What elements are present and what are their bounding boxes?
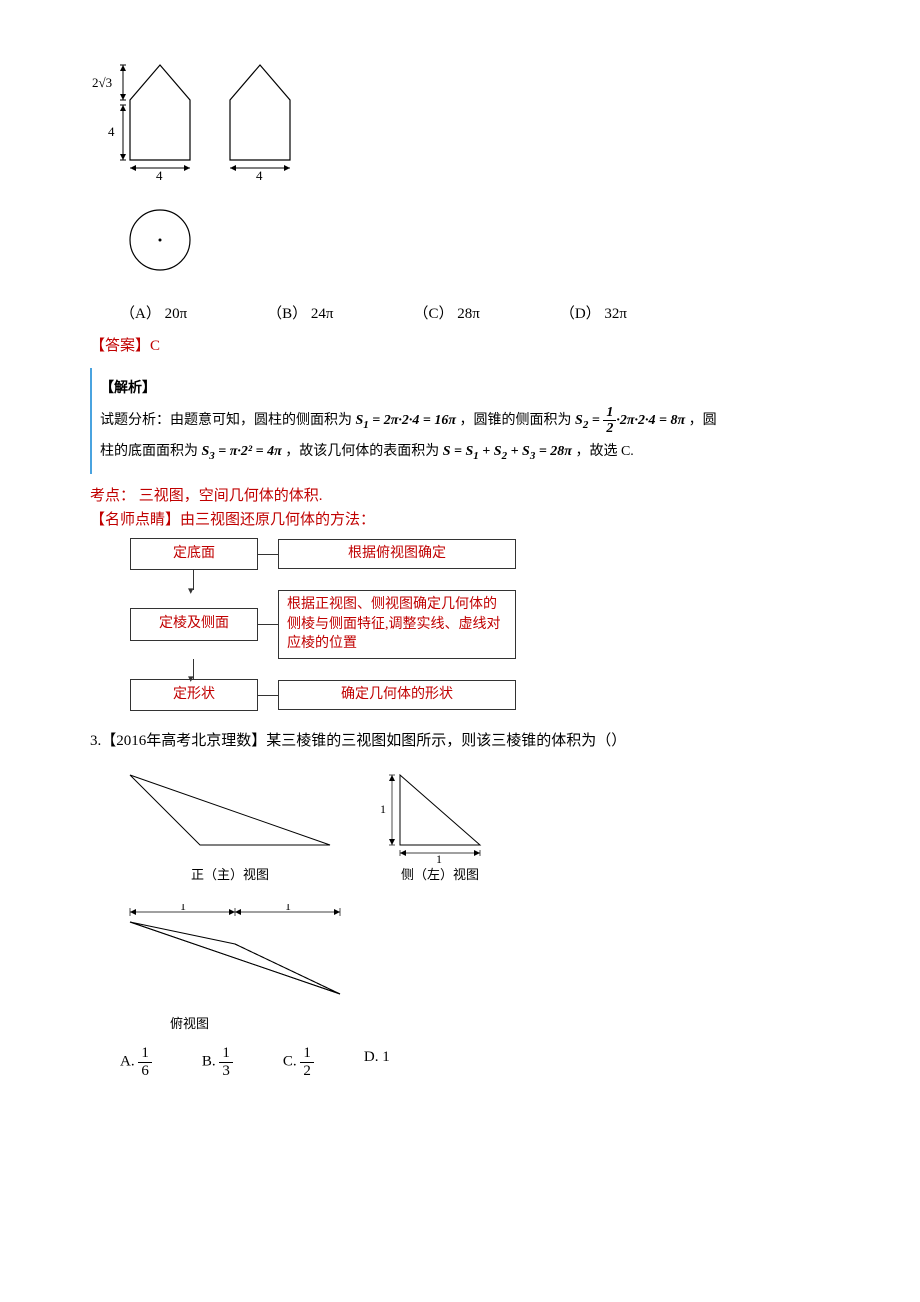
side-dim-v: 1 [380,802,386,816]
opt-a: （A） 20π [120,302,187,326]
q3-front-view: 正（主）视图 [120,765,340,886]
q3-opt-c: C. 12 [283,1045,314,1079]
q3-views-top-row: 正（主）视图 1 1 侧（左）视图 [120,765,830,886]
b-den: 3 [219,1063,233,1080]
analysis-heading: 【解析】 [100,374,822,405]
d-label: D. [364,1049,379,1065]
opt-b: （B） 24π [267,302,333,326]
q2-three-views-svg: 2√3 4 4 4 [90,60,310,290]
c-label: C. [283,1053,297,1069]
mingshi: 【名师点睛】由三视图还原几何体的方法： [90,508,830,532]
a2-mid: ，故该几何体的表面积为 [285,444,443,459]
q3-opt-b: B. 13 [202,1045,233,1079]
q3-views-bottom-row: 1 1 俯视图 [120,904,830,1035]
flow-conn [258,554,278,555]
a1-mid: ，圆锥的侧面积为 [460,413,576,428]
a1-end: ，圆 [689,413,717,428]
top-label: 俯视图 [170,1014,350,1035]
analysis-line1: 试题分析：由题意可知，圆柱的侧面积为 S1 = 2π·2·4 = 16π ，圆锥… [100,405,822,437]
q3-side-view: 1 1 侧（左）视图 [380,765,500,886]
b-label: B. [202,1053,216,1069]
q2-analysis: 【解析】 试题分析：由题意可知，圆柱的侧面积为 S1 = 2π·2·4 = 16… [90,368,830,474]
q3-top-view: 1 1 俯视图 [120,904,350,1035]
q3-front-svg [120,765,340,865]
flow-conn [258,624,278,625]
side-dim-h: 1 [436,852,442,865]
s3: S3 = π·2² = 4π [202,444,282,459]
flow-l1: 定底面 [130,538,258,570]
c-num: 1 [300,1045,314,1063]
q3-options: A. 16 B. 13 C. 12 D. 1 [120,1045,830,1079]
dim-4w1: 4 [156,168,163,183]
a-label: A. [120,1053,135,1069]
d-val: 1 [382,1049,390,1065]
side-label: 侧（左）视图 [380,865,500,886]
q3-opt-d: D. 1 [364,1045,390,1079]
analysis-line2: 柱的底面面积为 S3 = π·2² = 4π ，故该几何体的表面积为 S = S… [100,437,822,468]
opt-c: （C） 28π [414,302,480,326]
c-den: 2 [300,1063,314,1080]
q3-stem: 3.【2016年高考北京理数】某三棱锥的三视图如图所示，则该三棱锥的体积为（） [90,729,830,753]
b-num: 1 [219,1045,233,1063]
flow-arrow-1 [193,570,194,590]
s2: S2 = 12·2π·2·4 = 8π [575,413,685,428]
flow-chart: 定底面 根据俯视图确定 定棱及侧面 根据正视图、侧视图确定几何体的侧棱与侧面特征… [130,538,830,712]
a2-end: ，故选 C. [575,444,633,459]
q3-side-svg: 1 1 [380,765,500,865]
svg-text:2√3: 2√3 [92,75,112,90]
s1: S1 = 2π·2·4 = 16π [356,413,457,428]
dim-4v: 4 [108,124,115,139]
q2-options: （A） 20π （B） 24π （C） 28π （D） 32π [120,302,830,326]
q2-diagram: 2√3 4 4 4 [90,60,830,290]
ssum: S = S1 + S2 + S3 = 28π [443,444,572,459]
flow-r1: 根据俯视图确定 [278,539,516,569]
top-dim-2: 1 [285,904,291,913]
flow-conn [258,695,278,696]
a-den: 6 [138,1063,152,1080]
a1-pre: 试题分析：由题意可知，圆柱的侧面积为 [100,413,356,428]
flow-l3: 定形状 [130,679,258,711]
kaodian: 考点： 三视图，空间几何体的体积. [90,484,830,508]
q3-top-svg: 1 1 [120,904,350,1014]
q3-opt-a: A. 16 [120,1045,152,1079]
opt-d: （D） 32π [560,302,627,326]
flow-arrow-2 [193,659,194,679]
flow-l2: 定棱及侧面 [130,608,258,640]
q2-answer: 【答案】C [90,334,830,358]
a-num: 1 [138,1045,152,1063]
front-label: 正（主）视图 [120,865,340,886]
a2-pre: 柱的底面面积为 [100,444,202,459]
flow-r2: 根据正视图、侧视图确定几何体的侧棱与侧面特征,调整实线、虚线对应棱的位置 [278,590,516,659]
dim-4w2: 4 [256,168,263,183]
flow-r3: 确定几何体的形状 [278,680,516,710]
top-dim-1: 1 [180,904,186,913]
